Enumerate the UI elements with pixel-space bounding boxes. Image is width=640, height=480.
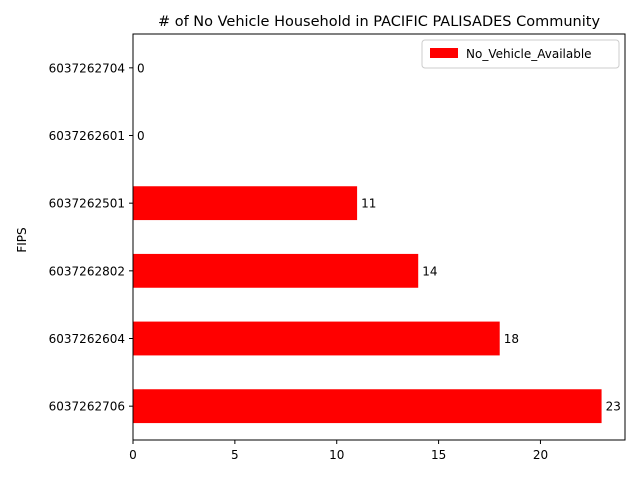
bar-value-label: 0 xyxy=(137,61,145,75)
y-tick-label: 6037262802 xyxy=(49,264,125,278)
bar xyxy=(133,253,419,288)
x-tick-label: 20 xyxy=(533,448,548,462)
bars-layer xyxy=(133,186,602,424)
plot-frame xyxy=(132,33,626,441)
legend-swatch xyxy=(430,48,458,58)
y-ticks-layer: 6037262706 6037262604 6037262802 6037262501… xyxy=(49,61,133,414)
bar xyxy=(133,186,358,221)
bar-value-label: 18 xyxy=(504,332,519,346)
bar-value-label: 23 xyxy=(606,400,621,414)
y-tick-label: 6037262604 xyxy=(49,332,125,346)
x-tick-label: 0 xyxy=(129,448,137,462)
y-tick-label: 6037262706 xyxy=(49,400,125,414)
bar-value-label: 11 xyxy=(361,197,376,211)
x-tick-label: 10 xyxy=(329,448,344,462)
bar-value-label: 14 xyxy=(422,264,437,278)
legend: No_Vehicle_Available xyxy=(421,39,620,69)
y-tick-label: 6037262501 xyxy=(49,197,125,211)
y-tick-label: 6037262704 xyxy=(49,61,125,75)
bar-labels-layer: 23 18 14 11 0 0 xyxy=(137,61,621,413)
x-tick-label: 5 xyxy=(231,448,239,462)
x-tick-label: 15 xyxy=(431,448,446,462)
y-tick-label: 6037262601 xyxy=(49,129,125,143)
bar-value-label: 0 xyxy=(137,129,145,143)
legend-box xyxy=(421,39,620,69)
legend-label: No_Vehicle_Available xyxy=(466,47,592,61)
bar xyxy=(133,321,500,356)
x-ticks-layer: 0 5 10 15 20 xyxy=(129,440,548,462)
axes-frame xyxy=(132,33,626,441)
bar xyxy=(133,389,602,424)
chart-title: # of No Vehicle Household in PACIFIC PAL… xyxy=(158,14,600,30)
y-axis-label: FIPS xyxy=(15,227,29,252)
